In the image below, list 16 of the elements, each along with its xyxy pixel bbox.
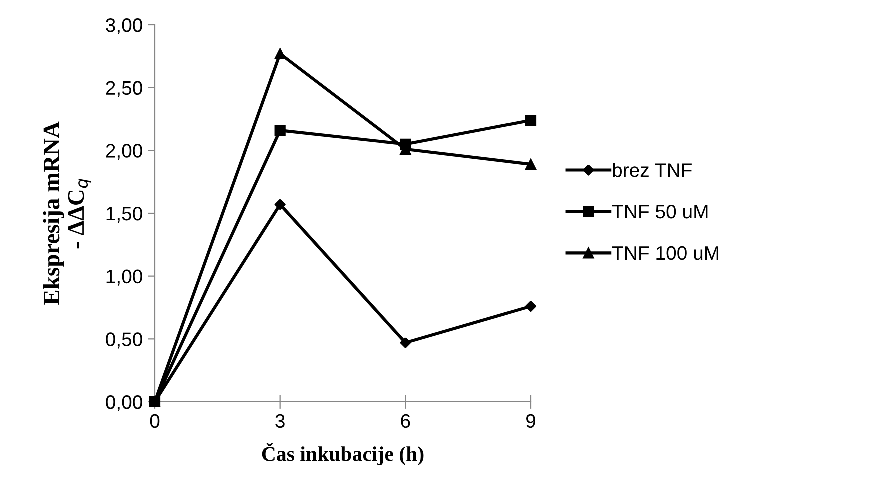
y-tick-label: 1,50 (106, 206, 142, 224)
y-tick-label: 0,00 (106, 395, 142, 412)
y-tick-label: 2,00 (106, 144, 142, 160)
y-tick-label: 2,50 (106, 81, 142, 98)
y-axis-title: Ekspresija mRNA - ΔΔC$_{q}$ (43, 122, 92, 306)
x-tick-label: 6 (401, 414, 410, 428)
legend-label: TNF 100 uM (612, 246, 718, 260)
y-tick-label: 1,00 (106, 270, 142, 286)
legend-label: brez TNF (613, 162, 692, 178)
x-axis-title: Čas inkubacije (h) (262, 443, 424, 466)
x-tick-label: 3 (276, 414, 285, 428)
y-tick-label: 0,50 (106, 332, 142, 349)
x-tick-label: 0 (150, 414, 160, 428)
x-tick-label: 9 (526, 414, 536, 428)
legend-label: TNF 50 uM (612, 204, 708, 219)
y-tick-label: 3,00 (106, 18, 142, 35)
